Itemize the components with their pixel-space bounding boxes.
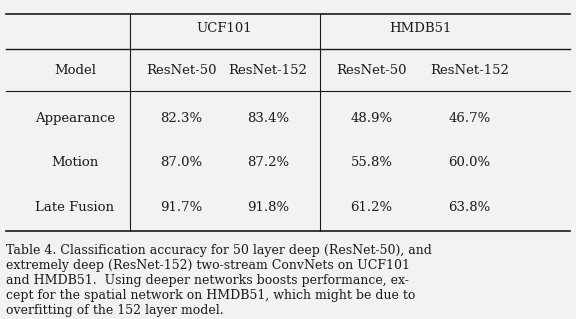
Text: ResNet-50: ResNet-50 — [146, 64, 217, 77]
Text: Model: Model — [54, 64, 96, 77]
Text: 63.8%: 63.8% — [448, 201, 491, 214]
Text: 61.2%: 61.2% — [350, 201, 393, 214]
Text: 82.3%: 82.3% — [160, 112, 203, 124]
Text: UCF101: UCF101 — [197, 22, 252, 35]
Text: 91.7%: 91.7% — [160, 201, 203, 214]
Text: 46.7%: 46.7% — [448, 112, 491, 124]
Text: HMDB51: HMDB51 — [389, 22, 452, 35]
Text: ResNet-152: ResNet-152 — [430, 64, 509, 77]
Text: Table 4. Classification accuracy for 50 layer deep (ResNet-50), and: Table 4. Classification accuracy for 50 … — [6, 244, 431, 257]
Text: 60.0%: 60.0% — [448, 156, 491, 169]
Text: 87.0%: 87.0% — [160, 156, 203, 169]
Text: extremely deep (ResNet-152) two-stream ConvNets on UCF101: extremely deep (ResNet-152) two-stream C… — [6, 259, 410, 272]
Text: and HMDB51.  Using deeper networks boosts performance, ex-: and HMDB51. Using deeper networks boosts… — [6, 274, 408, 287]
Text: 48.9%: 48.9% — [350, 112, 393, 124]
Text: Motion: Motion — [51, 156, 98, 169]
Text: Late Fusion: Late Fusion — [35, 201, 115, 214]
Text: ResNet-50: ResNet-50 — [336, 64, 407, 77]
Text: overfitting of the 152 layer model.: overfitting of the 152 layer model. — [6, 304, 223, 317]
Text: 91.8%: 91.8% — [247, 201, 289, 214]
Text: 87.2%: 87.2% — [247, 156, 289, 169]
Text: ResNet-152: ResNet-152 — [229, 64, 307, 77]
Text: cept for the spatial network on HMDB51, which might be due to: cept for the spatial network on HMDB51, … — [6, 289, 415, 302]
Text: 55.8%: 55.8% — [351, 156, 392, 169]
Text: Appearance: Appearance — [35, 112, 115, 124]
Text: 83.4%: 83.4% — [247, 112, 289, 124]
